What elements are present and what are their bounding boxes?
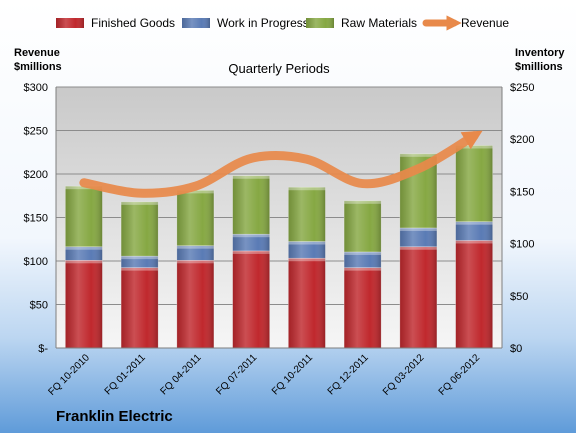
- bar-segment-shade: [176, 245, 214, 261]
- bar-segment-shade: [176, 190, 214, 246]
- bar-segment-shade: [344, 267, 382, 348]
- bar-segment-top-highlight: [288, 241, 326, 245]
- bar-segment-shade: [288, 241, 326, 259]
- legend-label: Work in Progress: [217, 16, 309, 30]
- right-tick-label: $200: [510, 134, 534, 146]
- bar-segment-top-highlight: [65, 260, 103, 264]
- bar-segment-top-highlight: [176, 245, 214, 249]
- chart-title: Quarterly Periods: [228, 61, 330, 76]
- bar-segment-shade: [121, 256, 159, 268]
- bar-segment-top-highlight: [344, 200, 382, 204]
- right-tick-label: $50: [510, 291, 528, 303]
- revenue-line: [79, 130, 483, 198]
- bar-segment-top-highlight: [121, 256, 159, 260]
- left-tick-label: $100: [24, 256, 48, 268]
- bar-segment-top-highlight: [344, 267, 382, 271]
- bar-segment-top-highlight: [288, 187, 326, 191]
- left-tick-label: $300: [24, 82, 48, 94]
- left-tick-label: $250: [24, 126, 48, 138]
- right-axis-title-line1: Inventory: [515, 47, 565, 59]
- bar-segment-shade: [455, 221, 493, 241]
- legend-swatch-shade: [56, 18, 84, 28]
- bar-segment-top-highlight: [288, 258, 326, 262]
- right-tick-label: $150: [510, 186, 534, 198]
- bar-segment-shade: [232, 234, 270, 251]
- right-tick-label: $250: [510, 82, 534, 94]
- bar-segment-top-highlight: [65, 246, 103, 250]
- revenue-line-layer: [79, 130, 483, 198]
- bar-segment-shade: [121, 201, 159, 257]
- bar-segment-top-highlight: [121, 201, 159, 205]
- bar-segment-shade: [232, 175, 270, 235]
- bar-segment-top-highlight: [399, 246, 437, 250]
- bar-segment-shade: [399, 246, 437, 348]
- bar-segment-shade: [121, 267, 159, 348]
- right-tick-label: $0: [510, 343, 522, 355]
- legend-swatch-shade: [306, 18, 334, 28]
- bars-layer: [65, 145, 493, 349]
- bar-segment-shade: [232, 250, 270, 348]
- bar-segment-top-highlight: [344, 251, 382, 255]
- bar-segment-shade: [176, 260, 214, 348]
- bar-segment-top-highlight: [455, 221, 493, 225]
- bar-segment-shade: [399, 227, 437, 247]
- company-name: Franklin Electric: [56, 408, 173, 425]
- bar-segment-top-highlight: [176, 260, 214, 264]
- left-tick-label: $50: [30, 300, 48, 312]
- bar-segment-top-highlight: [232, 250, 270, 254]
- legend: Finished Goods Work in Progress Raw Materi…: [56, 15, 509, 31]
- bar-segment-top-highlight: [121, 267, 159, 271]
- bar-segment-top-highlight: [455, 240, 493, 244]
- left-axis-title-line1: Revenue: [14, 47, 60, 59]
- legend-swatch-shade: [182, 18, 210, 28]
- bar-segment-shade: [288, 187, 326, 242]
- bar-segment-top-highlight: [399, 153, 437, 157]
- bar-segment-shade: [455, 240, 493, 348]
- bar-segment-top-highlight: [399, 227, 437, 231]
- bar-segment-top-highlight: [176, 190, 214, 194]
- bar-segment-shade: [455, 145, 493, 222]
- left-tick-label: $150: [24, 213, 48, 225]
- bar-segment-top-highlight: [232, 175, 270, 179]
- left-tick-label: $-: [38, 343, 48, 355]
- bar-segment-shade: [344, 251, 382, 268]
- bar-segment-shade: [65, 246, 103, 261]
- right-axis-title-line2: $millions: [515, 61, 563, 73]
- bar-segment-top-highlight: [65, 186, 103, 190]
- legend-label: Finished Goods: [91, 16, 175, 30]
- legend-label: Revenue: [461, 16, 509, 30]
- bar-segment-top-highlight: [232, 234, 270, 238]
- legend-label: Raw Materials: [341, 16, 417, 30]
- bar-segment-shade: [344, 200, 382, 252]
- bar-segment-shade: [288, 258, 326, 348]
- left-axis-title-line2: $millions: [14, 61, 62, 73]
- bar-segment-shade: [65, 260, 103, 348]
- left-tick-label: $200: [24, 169, 48, 181]
- bar-segment-shade: [65, 186, 103, 247]
- right-tick-label: $100: [510, 239, 534, 251]
